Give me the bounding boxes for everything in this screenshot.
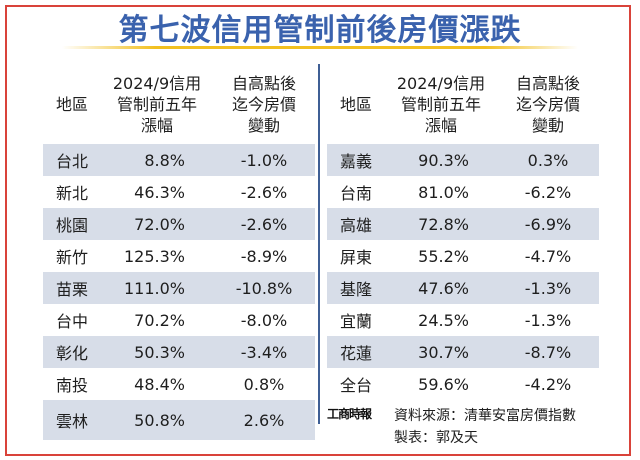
- table-row: 新北 46.3% -2.6%: [43, 176, 315, 208]
- change-cell: 2.6%: [243, 410, 285, 430]
- growth-cell: 70.2%: [134, 310, 185, 330]
- growth-cell: 81.0%: [418, 182, 469, 202]
- change-cell: -6.2%: [524, 182, 572, 202]
- header-growth: 2024/9信用 管制前五年 漲幅: [112, 73, 202, 135]
- region-cell: 嘉義: [339, 152, 372, 171]
- right-table: 地區 2024/9信用 管制前五年 漲幅 自高點後 迄今房價 變動 嘉義 90.3…: [327, 64, 599, 400]
- header-change: 自高點後 迄今房價 變動: [231, 73, 296, 135]
- growth-cell: 59.6%: [418, 374, 469, 394]
- header-row: 地區 2024/9信用 管制前五年 漲幅 自高點後 迄今房價 變動: [327, 64, 599, 144]
- table-row: 屏東 55.2% -4.7%: [327, 240, 599, 272]
- credit-note: 製表：郭及天: [394, 430, 478, 446]
- change-cell: -8.9%: [240, 246, 288, 266]
- table-row: 台中 70.2% -8.0%: [43, 304, 315, 336]
- region-cell: 苗栗: [55, 280, 88, 299]
- left-table: 地區 2024/9信用 管制前五年 漲幅 自高點後 迄今房價 變動 台北 8.8%…: [43, 64, 315, 440]
- change-cell: 0.8%: [243, 374, 285, 394]
- header-growth: 2024/9信用 管制前五年 漲幅: [396, 73, 486, 135]
- page-title: 第七波信用管制前後房價漲跌: [118, 13, 522, 48]
- table-row: 宜蘭 24.5% -1.3%: [327, 304, 599, 336]
- change-cell: -1.3%: [524, 278, 572, 298]
- region-cell: 宜蘭: [339, 312, 372, 331]
- header-region: 地區: [339, 94, 372, 114]
- change-cell: -1.0%: [240, 150, 288, 170]
- region-cell: 彰化: [55, 344, 88, 363]
- growth-cell: 125.3%: [123, 246, 185, 266]
- region-cell: 台南: [339, 184, 372, 203]
- region-cell: 屏東: [339, 248, 372, 267]
- growth-cell: 46.3%: [134, 182, 185, 202]
- table-row: 彰化 50.3% -3.4%: [43, 336, 315, 368]
- region-cell: 基隆: [339, 280, 372, 299]
- growth-cell: 50.8%: [134, 410, 185, 430]
- region-cell: 全台: [339, 376, 372, 395]
- table-row: 高雄 72.8% -6.9%: [327, 208, 599, 240]
- table-row: 雲林 50.8% 2.6%: [43, 400, 315, 440]
- table-row: 台北 8.8% -1.0%: [43, 144, 315, 176]
- change-cell: -3.4%: [240, 342, 288, 362]
- header-row: 地區 2024/9信用 管制前五年 漲幅 自高點後 迄今房價 變動: [43, 64, 315, 144]
- change-cell: -6.9%: [524, 214, 572, 234]
- change-cell: 0.3%: [527, 150, 569, 170]
- table-row: 南投 48.4% 0.8%: [43, 368, 315, 400]
- growth-cell: 90.3%: [418, 150, 469, 170]
- header-region: 地區: [55, 94, 88, 114]
- growth-cell: 48.4%: [134, 374, 185, 394]
- growth-cell: 55.2%: [418, 246, 469, 266]
- growth-cell: 72.0%: [134, 214, 185, 234]
- table-row: 苗栗 111.0% -10.8%: [43, 272, 315, 304]
- table-row: 台南 81.0% -6.2%: [327, 176, 599, 208]
- table-row: 全台 59.6% -4.2%: [327, 368, 599, 400]
- change-cell: -2.6%: [240, 182, 288, 202]
- growth-cell: 111.0%: [123, 278, 185, 298]
- growth-cell: 50.3%: [134, 342, 185, 362]
- growth-cell: 8.8%: [144, 150, 185, 170]
- region-cell: 南投: [55, 376, 88, 395]
- column-divider: [318, 64, 320, 424]
- footer: 工商時報 資料來源：清華安富房價指數 製表：郭及天: [327, 402, 599, 452]
- table-row: 花蓮 30.7% -8.7%: [327, 336, 599, 368]
- growth-cell: 47.6%: [418, 278, 469, 298]
- table-row: 基隆 47.6% -1.3%: [327, 272, 599, 304]
- header-change: 自高點後 迄今房價 變動: [515, 73, 580, 135]
- change-cell: -2.6%: [240, 214, 288, 234]
- table-row: 桃園 72.0% -2.6%: [43, 208, 315, 240]
- growth-cell: 72.8%: [418, 214, 469, 234]
- region-cell: 雲林: [55, 412, 88, 431]
- change-cell: -4.2%: [524, 374, 572, 394]
- region-cell: 桃園: [55, 216, 88, 235]
- region-cell: 台中: [55, 312, 88, 331]
- source-note: 資料來源：清華安富房價指數: [394, 408, 576, 424]
- change-cell: -8.7%: [524, 342, 572, 362]
- change-cell: -10.8%: [235, 278, 293, 298]
- change-cell: -4.7%: [524, 246, 572, 266]
- region-cell: 台北: [55, 152, 88, 171]
- change-cell: -1.3%: [524, 310, 572, 330]
- table-row: 新竹 125.3% -8.9%: [43, 240, 315, 272]
- region-cell: 新北: [55, 184, 88, 203]
- growth-cell: 30.7%: [418, 342, 469, 362]
- region-cell: 新竹: [55, 248, 88, 267]
- change-cell: -8.0%: [240, 310, 288, 330]
- newspaper-logo: 工商時報: [327, 407, 372, 421]
- region-cell: 花蓮: [339, 344, 372, 363]
- region-cell: 高雄: [339, 216, 372, 235]
- table-row: 嘉義 90.3% 0.3%: [327, 144, 599, 176]
- growth-cell: 24.5%: [418, 310, 469, 330]
- title-underline: [62, 46, 578, 49]
